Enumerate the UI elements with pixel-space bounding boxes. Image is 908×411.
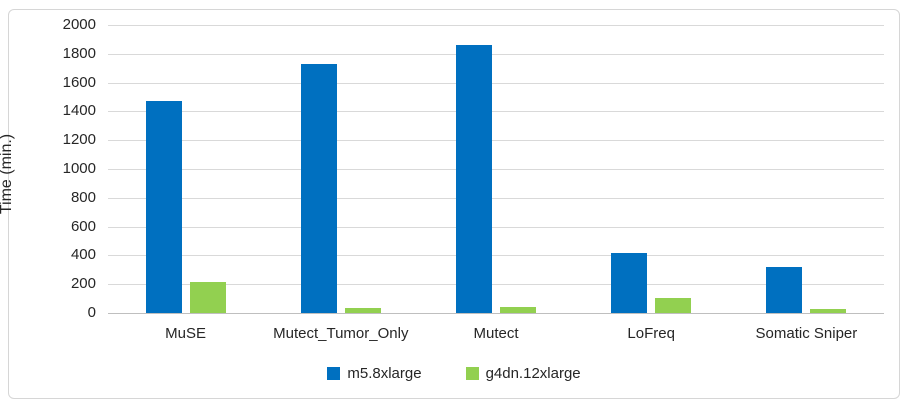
bar-g4dn.12xlarge — [655, 297, 692, 313]
legend-label: g4dn.12xlarge — [485, 365, 581, 382]
x-category-label: Somatic Sniper — [755, 325, 858, 342]
legend: m5.8xlarge g4dn.12xlarge — [9, 365, 899, 382]
bar-g4dn.12xlarge — [344, 307, 381, 313]
bar-m5.8xlarge — [455, 45, 492, 313]
y-axis-title: Time (min.) — [0, 133, 15, 215]
bar-group — [108, 25, 263, 313]
x-category-label: Mutect — [473, 325, 519, 342]
y-tick-label: 1000 — [62, 160, 96, 177]
bar-group — [729, 25, 884, 313]
x-category-label: Mutect_Tumor_Only — [273, 325, 409, 342]
y-tick-label: 1400 — [62, 102, 96, 120]
gridline — [108, 284, 884, 286]
y-tick-label: 400 — [70, 246, 96, 264]
x-category-label: MuSE — [165, 325, 207, 342]
bar-g4dn.12xlarge — [810, 308, 847, 313]
x-category-label: LoFreq — [627, 325, 675, 342]
gridline — [108, 25, 884, 26]
legend-swatch-icon — [465, 367, 479, 380]
gridline — [108, 255, 884, 257]
y-tick-label: 800 — [70, 188, 96, 206]
gridline — [108, 140, 884, 142]
bar-group — [418, 25, 573, 313]
y-tick-label: 0 — [87, 304, 96, 321]
plot-area: MuSE Mutect_Tumor_Only Mutect LoFreq Somatic… — [108, 25, 884, 342]
y-tick-label: 2000 — [62, 16, 96, 33]
chart-frame: Time (min.) MuSE Mutect_Tumor_Only Mutect L… — [0, 9, 900, 399]
y-tick-label: 200 — [70, 275, 96, 293]
y-tick-label: 1200 — [62, 131, 96, 149]
legend-swatch-icon — [327, 367, 341, 380]
y-tick-label: 1600 — [62, 73, 96, 91]
gridline — [108, 53, 884, 55]
gridline — [108, 111, 884, 113]
bar-m5.8xlarge — [300, 63, 337, 313]
gridline — [108, 197, 884, 199]
gridline — [108, 169, 884, 170]
y-tick-label: 600 — [70, 217, 96, 235]
bar-m5.8xlarge — [766, 266, 803, 313]
bar-m5.8xlarge — [611, 252, 648, 313]
bar-m5.8xlarge — [145, 101, 182, 313]
bar-g4dn.12xlarge — [499, 306, 536, 313]
bar-group — [263, 25, 418, 313]
bar-g4dn.12xlarge — [189, 282, 226, 313]
gridline — [108, 226, 884, 228]
bar-group — [574, 25, 729, 313]
legend-label: m5.8xlarge — [347, 365, 422, 382]
x-axis-line — [108, 313, 884, 314]
y-tick-label: 1800 — [62, 44, 96, 62]
legend-item-g4dn.12xlarge: g4dn.12xlarge — [465, 365, 581, 382]
legend-item-m5.8xlarge: m5.8xlarge — [327, 365, 422, 382]
gridline — [108, 82, 884, 84]
